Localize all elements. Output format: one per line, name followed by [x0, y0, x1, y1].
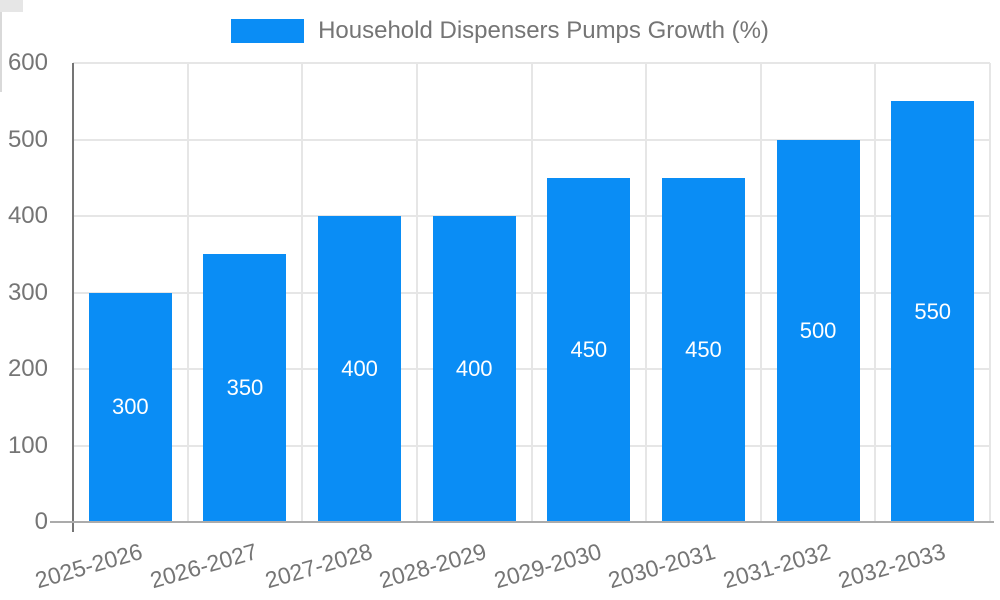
bar: 500 — [776, 139, 860, 522]
y-tick-label: 500 — [7, 125, 48, 153]
y-tick-label: 300 — [7, 278, 48, 306]
y-axis-tick — [0, 2, 23, 4]
gridline-vertical — [989, 63, 991, 522]
y-tick-label: 100 — [7, 431, 48, 459]
y-tick-label: 0 — [34, 508, 48, 535]
x-tick-label: 2028-2029 — [376, 538, 490, 594]
x-tick-label: 2026-2027 — [147, 538, 261, 594]
x-tick-label: 2031-2032 — [720, 538, 834, 594]
y-tick-label: 200 — [7, 355, 48, 382]
y-axis-tick — [0, 10, 23, 12]
bar-value-label: 400 — [455, 356, 493, 381]
x-tick-label: 2032-2033 — [834, 538, 948, 594]
bar-value-label: 300 — [111, 394, 149, 420]
bar-value-label: 500 — [799, 317, 837, 343]
x-axis-line — [50, 521, 994, 523]
bar: 400 — [318, 216, 402, 522]
x-axis-tick — [0, 52, 2, 62]
legend-label: Household Dispensers Pumps Growth (%) — [318, 17, 769, 44]
x-axis-tick — [0, 12, 2, 22]
bar: 550 — [891, 101, 975, 522]
x-axis-tick — [0, 32, 2, 42]
y-axis-tick — [0, 6, 23, 8]
y-axis-tick — [0, 0, 23, 2]
x-axis-tick — [0, 72, 2, 82]
gridline-vertical — [301, 63, 304, 522]
bar: 450 — [661, 177, 745, 522]
bar-value-label: 550 — [914, 298, 952, 324]
x-axis-tick — [0, 22, 2, 32]
x-tick-label: 2029-2030 — [491, 538, 604, 594]
x-axis-tick — [0, 82, 2, 92]
y-tick-label: 400 — [7, 202, 48, 229]
x-axis-tick — [0, 42, 2, 52]
bar: 300 — [88, 292, 172, 522]
bar-value-label: 450 — [570, 336, 608, 362]
bar-value-label: 450 — [685, 336, 722, 362]
gridline-vertical — [759, 63, 762, 522]
gridline-vertical — [645, 63, 648, 522]
y-tick-label: 600 — [7, 49, 48, 76]
x-tick-label: 2025-2026 — [32, 538, 146, 594]
bar: 400 — [432, 216, 516, 522]
bar: 450 — [547, 177, 631, 522]
bar-value-label: 350 — [226, 375, 264, 401]
gridline-vertical — [186, 63, 189, 522]
y-axis-tick — [0, 8, 23, 10]
x-axis-tick — [0, 62, 2, 72]
bar: 350 — [203, 254, 287, 522]
x-tick-label: 2030-2031 — [605, 538, 719, 594]
legend-swatch — [231, 19, 305, 43]
y-axis-line — [72, 63, 74, 532]
bar-value-label: 400 — [341, 356, 378, 381]
x-tick-label: 2027-2028 — [261, 538, 375, 594]
gridline-vertical — [874, 63, 877, 522]
gridline-vertical — [530, 63, 533, 522]
gridline-vertical — [415, 63, 418, 522]
chart-legend: Household Dispensers Pumps Growth (%) — [0, 17, 1000, 45]
y-axis-tick — [0, 4, 23, 6]
